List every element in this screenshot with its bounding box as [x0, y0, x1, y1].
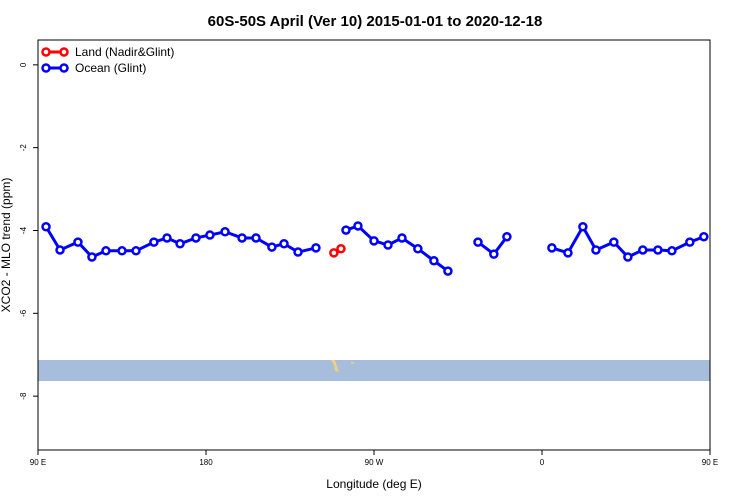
point — [609, 237, 619, 247]
y-tick-label: 0 — [19, 62, 28, 67]
legend-marker — [41, 63, 51, 73]
y-tick-label: -4 — [19, 226, 28, 234]
point — [336, 243, 346, 254]
point — [383, 240, 393, 250]
x-tick-label: 0 — [540, 458, 545, 467]
point — [329, 248, 339, 258]
point — [55, 245, 65, 255]
map-strip — [38, 360, 710, 381]
land-speck — [331, 360, 339, 372]
point — [73, 237, 83, 247]
y-axis-label: XCO2 - MLO trend (ppm) — [0, 178, 13, 313]
point — [547, 243, 557, 253]
point — [293, 247, 303, 257]
point — [623, 252, 633, 262]
point — [162, 233, 172, 243]
point — [41, 222, 51, 232]
point — [175, 239, 185, 249]
point — [87, 252, 97, 262]
point — [685, 237, 695, 247]
y-tick-label: -6 — [19, 309, 28, 317]
point — [429, 255, 439, 266]
point — [267, 242, 277, 252]
point — [489, 249, 499, 259]
point — [220, 226, 230, 237]
point — [353, 221, 363, 231]
x-tick-label: 180 — [199, 458, 213, 467]
legend-marker — [59, 47, 69, 57]
x-tick-label: 90 E — [702, 458, 718, 467]
legend-label: Land (Nadir&Glint) — [75, 45, 174, 59]
point — [149, 237, 159, 247]
legend-marker — [41, 47, 51, 57]
point — [653, 245, 663, 255]
point — [397, 233, 407, 243]
point — [638, 245, 648, 255]
point — [667, 246, 677, 256]
point — [563, 248, 573, 258]
point — [699, 231, 709, 242]
point — [413, 243, 423, 254]
point — [502, 231, 512, 242]
point — [443, 266, 453, 276]
point — [251, 233, 261, 243]
point — [311, 243, 321, 253]
legend-marker — [59, 63, 69, 73]
point — [131, 246, 141, 256]
point — [117, 246, 127, 256]
point — [237, 233, 247, 243]
land-speck — [351, 362, 354, 364]
point — [205, 230, 215, 240]
x-tick-label: 90 E — [30, 458, 46, 467]
point — [191, 233, 201, 243]
point — [473, 237, 483, 247]
legend-label: Ocean (Glint) — [75, 61, 146, 75]
chart-title: 60S-50S April (Ver 10) 2015-01-01 to 202… — [208, 13, 543, 30]
point — [341, 225, 351, 235]
point — [369, 236, 379, 246]
x-tick-label: 90 W — [365, 458, 384, 467]
y-tick-label: -2 — [19, 144, 28, 152]
x-axis-label: Longitude (deg E) — [326, 477, 421, 491]
point — [578, 222, 588, 232]
y-tick-label: -8 — [19, 392, 28, 400]
point — [279, 239, 289, 249]
point — [591, 245, 601, 255]
point — [101, 246, 111, 256]
